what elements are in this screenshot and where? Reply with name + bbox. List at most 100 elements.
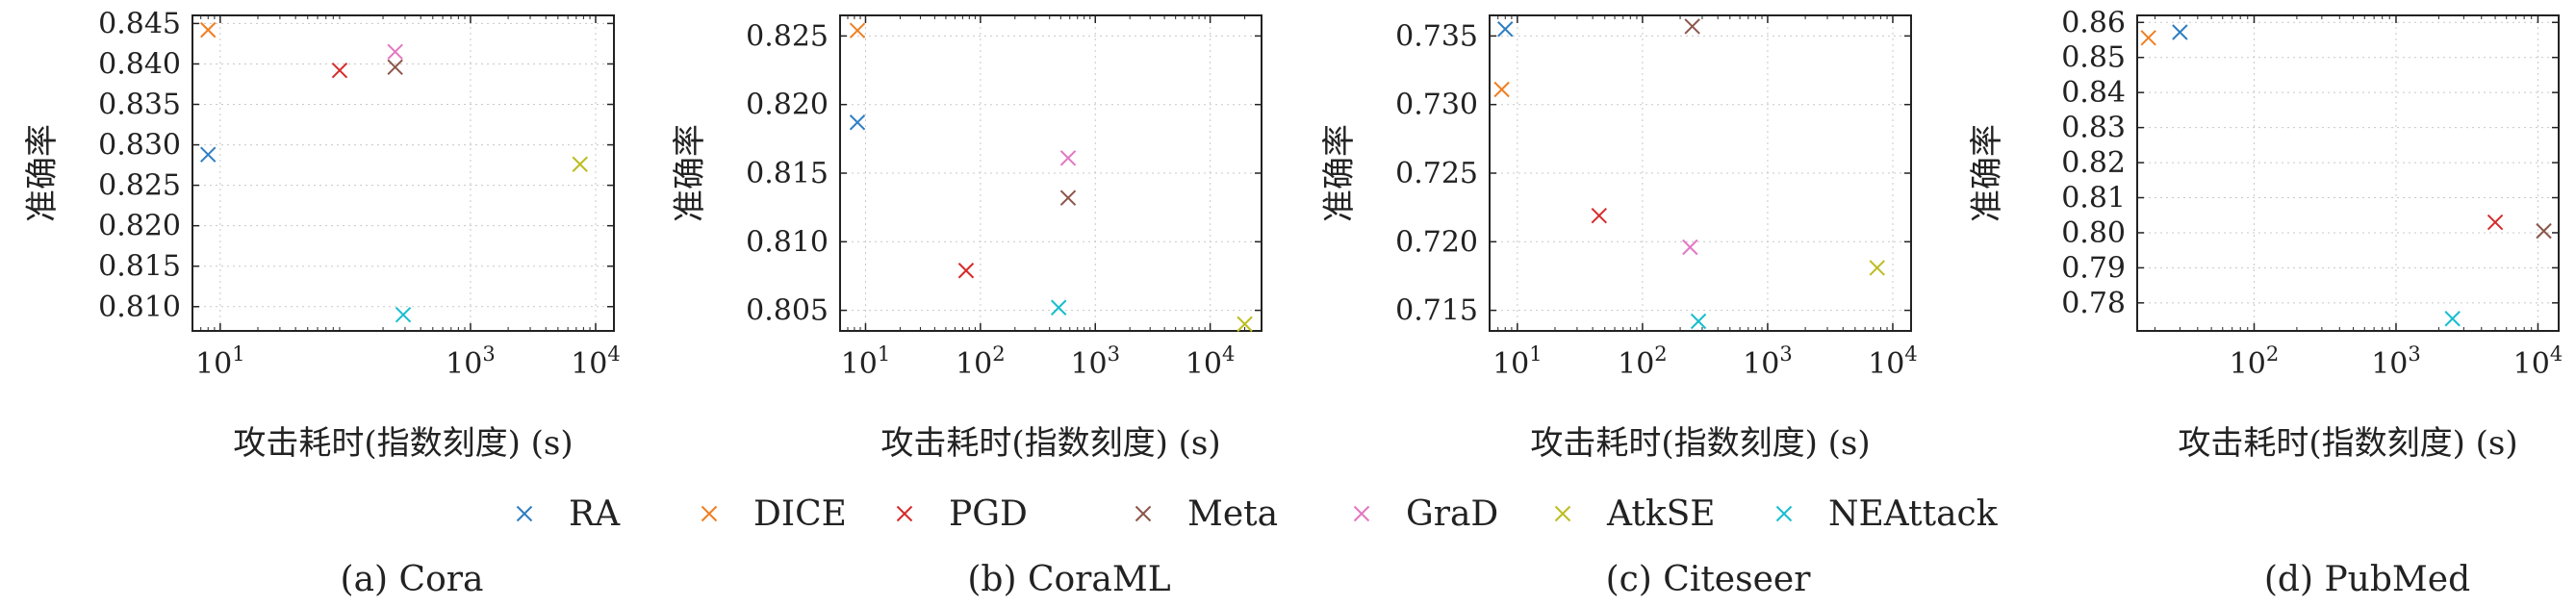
x-tick-label: 102: [1618, 342, 1668, 381]
y-tick-label: 0.83: [2061, 112, 2126, 145]
data-point-pgd: [957, 263, 975, 279]
legend-label: RA: [569, 494, 621, 534]
y-tick-label: 0.80: [2061, 216, 2126, 250]
x-tick-label: 104: [1186, 342, 1236, 381]
x-tick-label: 103: [1743, 342, 1793, 381]
x-axis-title: 攻击耗时(指数刻度) (s): [2178, 424, 2517, 463]
panel-caption: (a) Cora: [341, 560, 484, 599]
y-tick-label: 0.815: [746, 157, 829, 190]
legend-item-dice: DICE: [701, 494, 847, 534]
y-tick-label: 0.825: [746, 19, 829, 53]
data-point-ra: [849, 114, 866, 131]
data-point-grad: [1682, 239, 1698, 256]
data-point-pgd: [1591, 208, 1608, 224]
data-point-neattack: [1050, 299, 1067, 316]
panel-caption: (c) Citeseer: [1606, 560, 1812, 599]
x-tick-label: 103: [1070, 342, 1120, 381]
y-tick-label: 0.715: [1395, 294, 1478, 328]
y-axis-title: 准确率: [1320, 124, 1359, 222]
plot-frame: [191, 14, 615, 332]
legend: RA DICE PGD Meta GraD AtkSE NEAttack: [516, 494, 1999, 534]
legend-label: Meta: [1187, 494, 1278, 534]
y-tick-label: 0.840: [98, 47, 181, 81]
data-point-pgd: [331, 62, 348, 79]
legend-item-pgd: PGD: [896, 494, 1028, 534]
data-point-neattack: [1690, 313, 1707, 330]
x-tick-label: 101: [841, 342, 891, 381]
x-tick-label: 104: [1868, 342, 1918, 381]
data-point-meta: [2536, 222, 2552, 240]
panel-2: 0.825 0.820 0.815 0.810 0.805 101 102 103 104 攻击耗…: [671, 14, 1262, 599]
data-point-ra: [200, 146, 217, 163]
legend-marker-icon: [896, 505, 913, 522]
x-axis-title: 攻击耗时(指数刻度) (s): [880, 424, 1220, 463]
y-tick-label: 0.810: [98, 291, 181, 324]
legend-item-grad: GraD: [1353, 494, 1498, 534]
x-tick-label: 104: [2513, 342, 2563, 381]
y-tick-label: 0.81: [2061, 182, 2126, 215]
data-point-dice: [1493, 81, 1510, 98]
y-tick-label: 0.79: [2061, 251, 2126, 285]
y-tick-label: 0.730: [1395, 89, 1478, 122]
legend-marker-icon: [1775, 505, 1793, 522]
panel-3: 0.735 0.730 0.725 0.720 0.715 101 102 103 104 攻击耗…: [1320, 14, 1918, 599]
data-point-grad: [387, 43, 403, 61]
x-tick-label: 103: [446, 342, 496, 381]
y-tick-label: 0.82: [2061, 146, 2126, 180]
y-tick-label: 0.825: [98, 169, 181, 203]
legend-marker-icon: [1353, 505, 1370, 522]
legend-label: PGD: [949, 494, 1028, 534]
legend-label: GraD: [1406, 494, 1498, 534]
y-tick-label: 0.830: [98, 129, 181, 163]
y-tick-label: 0.735: [1395, 19, 1478, 53]
data-point-neattack: [2444, 311, 2461, 327]
legend-label: NEAttack: [1828, 494, 1999, 534]
y-tick-label: 0.845: [98, 7, 181, 40]
y-tick-label: 0.810: [746, 225, 829, 259]
y-axis-title: 准确率: [23, 124, 62, 222]
y-tick-label: 0.84: [2061, 76, 2126, 110]
plot-frame: [2136, 14, 2560, 332]
data-point-neattack: [395, 306, 412, 323]
y-tick-label: 0.78: [2061, 287, 2126, 320]
x-tick-label: 102: [956, 342, 1006, 381]
y-axis-title: 准确率: [1968, 124, 2006, 222]
data-point-meta: [1059, 190, 1077, 206]
legend-item-neattack: NEAttack: [1775, 494, 1999, 534]
legend-marker-icon: [516, 505, 533, 522]
data-point-atkse: [572, 156, 588, 172]
x-axis-title: 攻击耗时(指数刻度) (s): [1530, 424, 1870, 463]
data-point-ra: [1497, 21, 1514, 38]
legend-item-meta: Meta: [1135, 494, 1278, 534]
y-axis-title: 准确率: [671, 124, 709, 222]
data-point-dice: [849, 22, 866, 38]
y-tick-label: 0.85: [2061, 41, 2126, 75]
panel-caption: (b) CoraML: [967, 560, 1170, 599]
y-tick-label: 0.86: [2061, 6, 2126, 39]
y-tick-label: 0.835: [98, 89, 181, 122]
y-tick-label: 0.815: [98, 250, 181, 284]
data-point-ra: [2172, 24, 2188, 40]
legend-item-atkse: AtkSE: [1554, 494, 1716, 534]
y-tick-label: 0.820: [746, 89, 829, 122]
data-point-meta: [1684, 18, 1700, 35]
panel-caption: (d) PubMed: [2264, 560, 2470, 599]
panel-4: 0.860.850.840.830.820.810.800.790.78 102 1…: [1968, 6, 2563, 599]
x-tick-label: 101: [1492, 342, 1543, 381]
legend-label: AtkSE: [1606, 494, 1716, 534]
x-axis-title: 攻击耗时(指数刻度) (s): [233, 424, 573, 463]
data-point-meta: [387, 59, 403, 76]
data-point-dice: [200, 21, 217, 38]
legend-marker-icon: [701, 505, 718, 522]
y-tick-label: 0.725: [1395, 157, 1478, 190]
legend-marker-icon: [1135, 505, 1152, 522]
data-point-dice: [2140, 30, 2156, 46]
data-point-pgd: [2487, 214, 2504, 231]
x-tick-label: 102: [2230, 342, 2280, 381]
x-tick-label: 104: [571, 342, 621, 381]
legend-marker-icon: [1554, 505, 1571, 522]
panel-1: 0.845 0.840 0.835 0.830 0.825 0.820 0.815 0.810…: [23, 7, 621, 599]
data-point-atkse: [1237, 316, 1253, 333]
legend-item-ra: RA: [516, 494, 621, 534]
